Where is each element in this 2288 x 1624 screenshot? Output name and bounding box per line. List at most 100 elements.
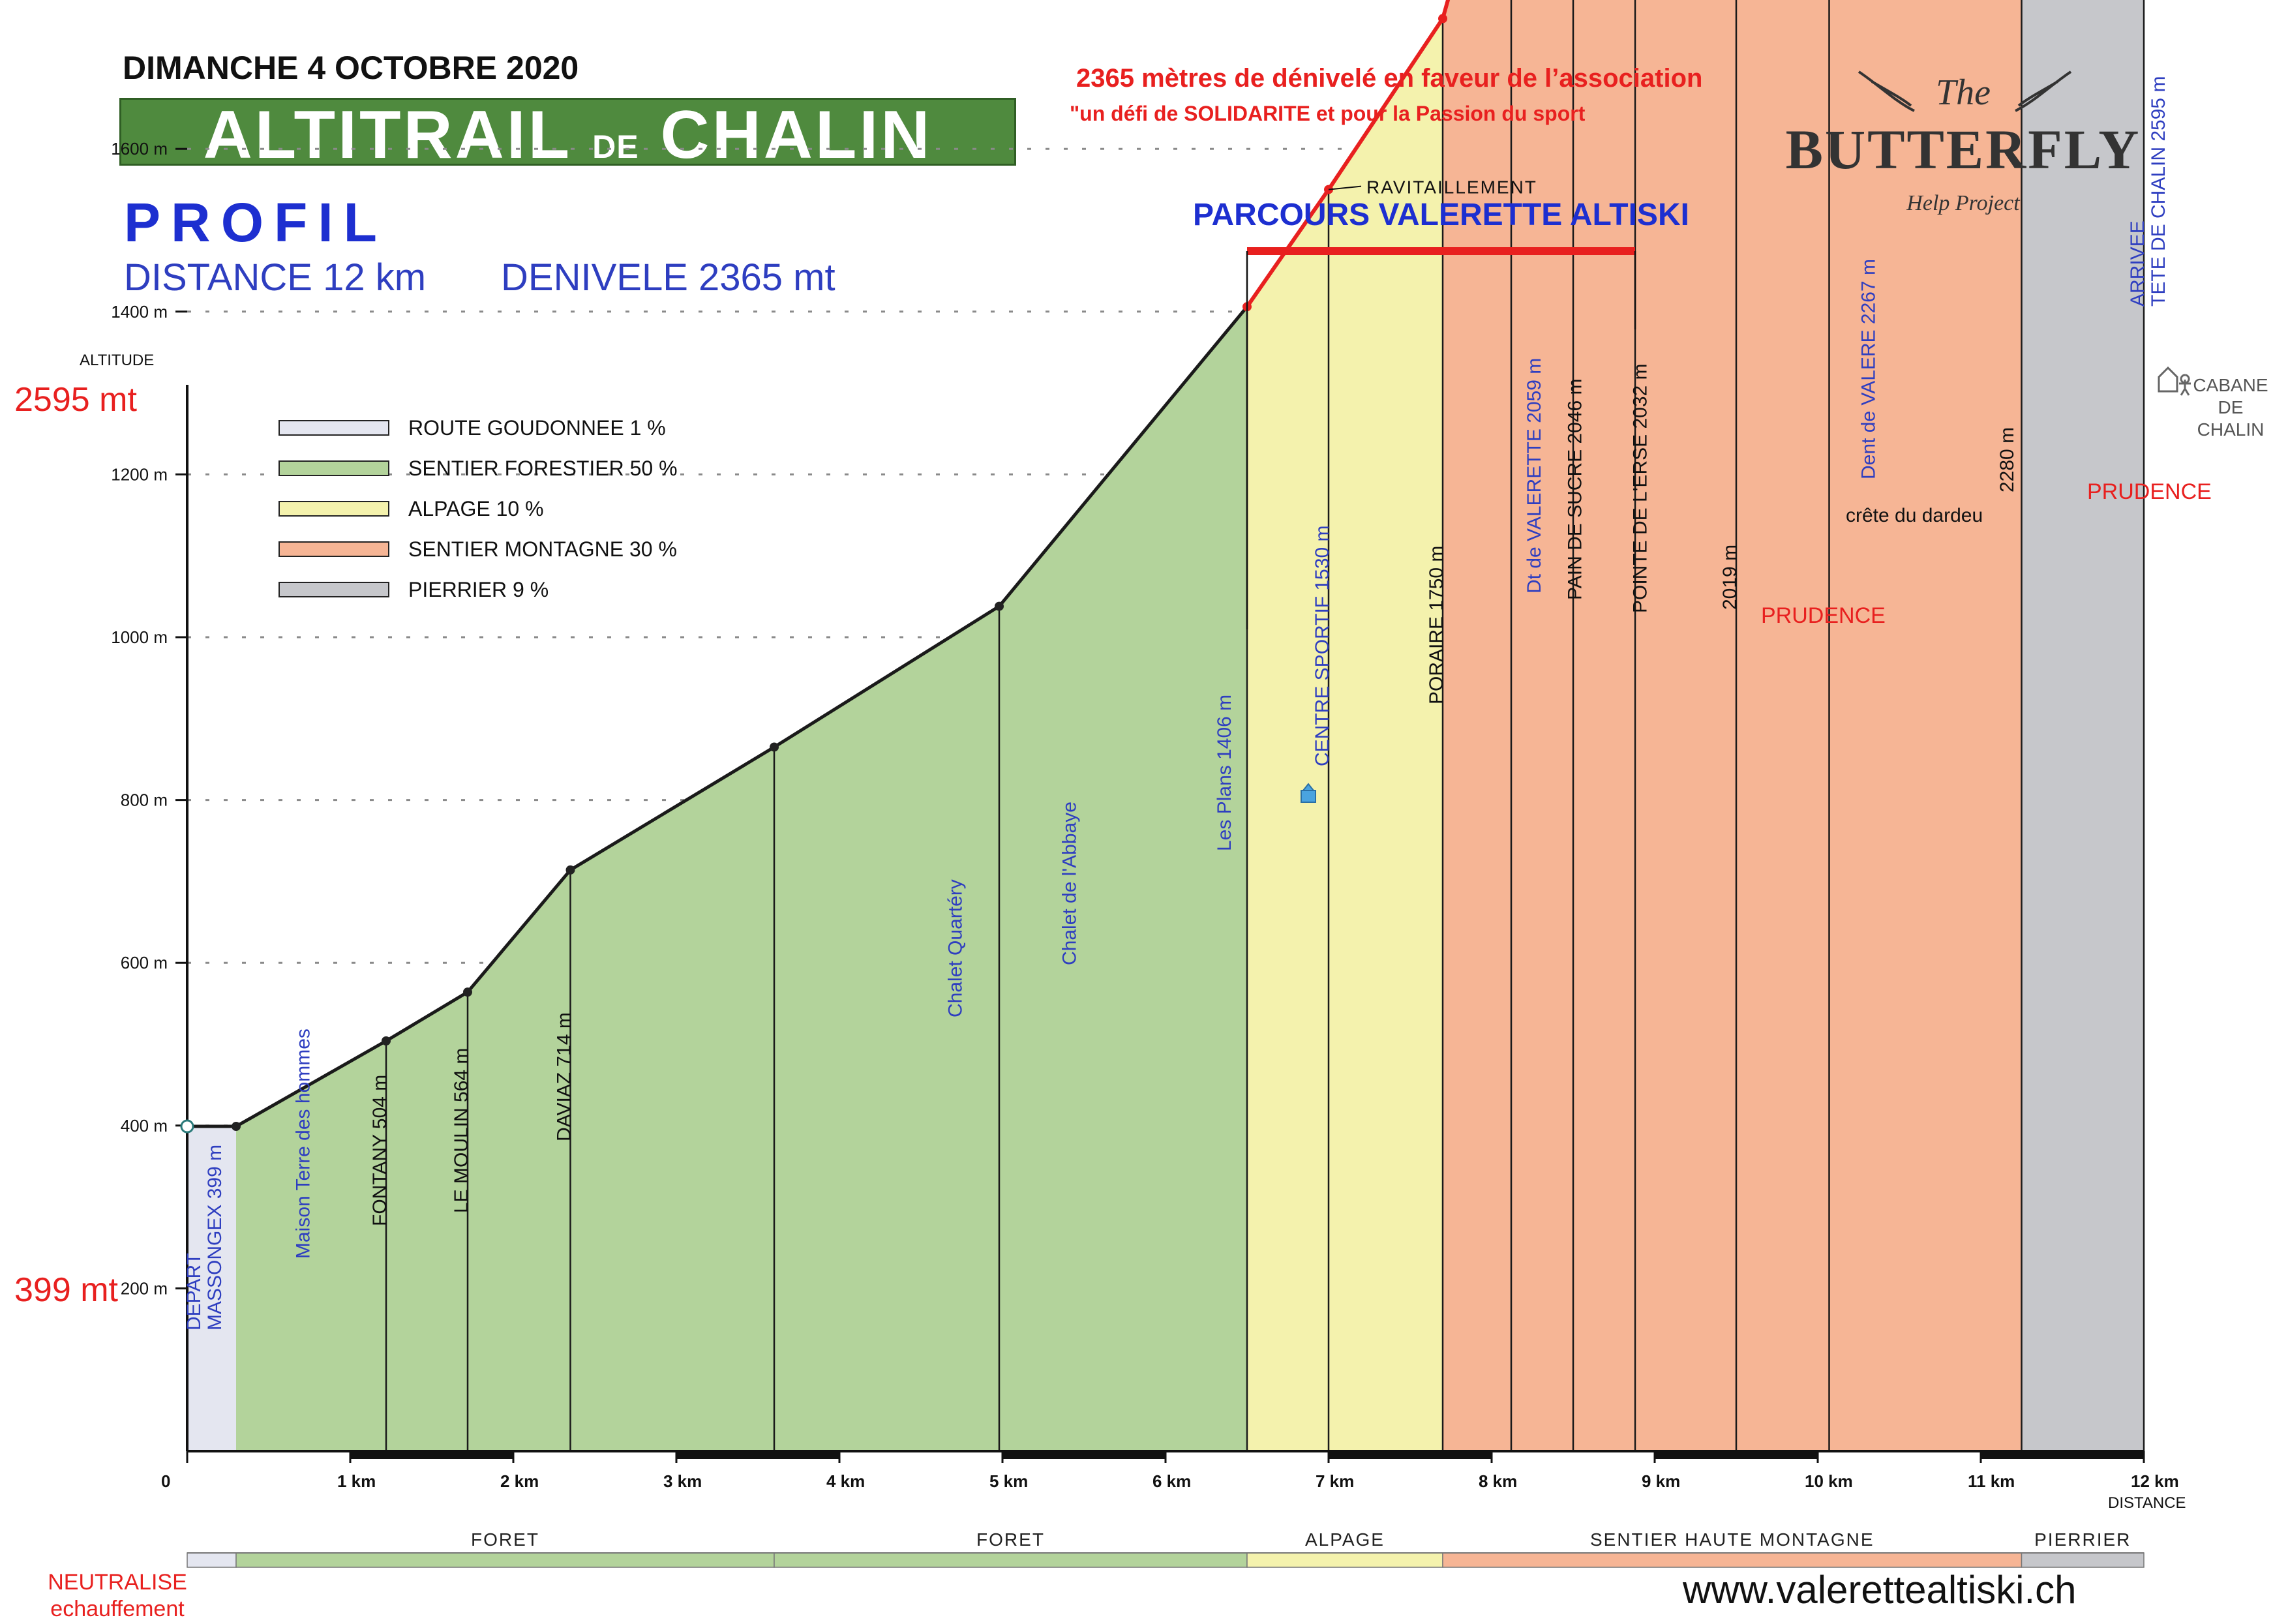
x-tick-label: 1 km [337,1471,376,1491]
profile-point [382,1036,391,1046]
waypoint-label-line: ARRIVEE [2127,220,2148,307]
banner-title-part1: ALTITRAIL [203,98,593,166]
y-tick-label: 800 m [121,790,168,810]
x-scale-band [1981,1451,2144,1459]
waypoint-label: Maison Terre des hommes [293,1029,314,1259]
legend-label: SENTIER FORESTIER 50 % [408,457,678,480]
x-tick-label: 5 km [989,1471,1028,1491]
waypoint-label-line: DEPART [183,1253,205,1331]
x-tick-label: 7 km [1316,1471,1354,1491]
waypoint-label-line: DAVIAZ 714 m [554,1012,575,1141]
y-tick-label: 600 m [121,953,168,972]
terrain-segment [187,1552,237,1568]
terrain-label: FORET [471,1529,539,1550]
profile-point [232,1122,241,1132]
legend-swatch [278,420,389,436]
legend: ROUTE GOUDONNEE 1 % SENTIER FORESTIER 50 … [278,416,678,601]
y-axis-label: ALTITUDE [80,352,154,369]
promo-line-2: "un défi de SOLIDARITE et pour la Passio… [1070,102,1586,125]
neutralise-label: NEUTRALISE [48,1570,187,1595]
waypoint-label: Chalet de l'Abbaye [1059,802,1081,965]
waypoint-label: DAVIAZ 714 m [554,1012,575,1141]
y-min-label: 399 mt [14,1271,119,1309]
waypoint-label-line: 2019 m [1719,545,1741,610]
x-scale-band [350,1451,513,1459]
cabane-label: CABANE [2193,375,2268,395]
wing-right-icon [2015,70,2072,112]
y-tick-label: 200 m [121,1278,168,1298]
waypoint-label: Les Plans 1406 m [1214,695,1235,851]
parcours-label: PARCOURS VALERETTE ALTISKI [1193,198,1689,232]
logo-the: The [1936,72,1991,113]
prudence-label-2: PRUDENCE [2087,479,2212,504]
x-tick-label: 2 km [500,1471,539,1491]
x-tick-label: 12 km [2131,1471,2179,1491]
x-tick-label: 11 km [1968,1471,2015,1491]
profile-point [995,601,1004,611]
waypoint-label: ARRIVEETETE DE CHALIN 2595 m [2127,76,2169,307]
x-tick-label: 4 km [826,1471,865,1491]
x-tick-label: 8 km [1479,1471,1517,1491]
waypoint-label-line: PORAIRE 1750 m [1426,546,1447,704]
waypoint-label-line: TETE DE CHALIN 2595 m [2148,76,2169,307]
x-scale-band [1002,1451,1166,1459]
y-tick-label: 1000 m [111,627,168,647]
website-label: www.valerettealtiski.ch [1682,1568,2077,1612]
cabane-icon [2158,366,2191,396]
waypoint-label: CENTRE SPORTIF 1530 m [1312,525,1333,766]
terrain-segment [774,1552,1248,1568]
crete-label: crête du dardeu [1846,505,1983,526]
profile-point [565,865,575,875]
ravitaillement-label: RAVITAILLEMENT [1366,177,1537,198]
waypoint-label-line: POINTE DE L'ERSE 2032 m [1630,363,1651,613]
legend-swatch [278,541,389,557]
legend-swatch [278,460,389,476]
waypoint-label: FONTANY 504 m [369,1075,391,1226]
cabane-label: DE [2218,397,2244,417]
waypoint-label: Dent de VALERE 2267 m [1858,259,1880,479]
waypoint-label-line: Dent de VALERE 2267 m [1858,259,1880,479]
waypoint-label: Dt de VALERETTE 2059 m [1524,358,1545,594]
legend-label: SENTIER MONTAGNE 30 % [408,537,677,561]
waypoint-label-line: PAIN DE SUCRE 2046 m [1565,378,1586,600]
waypoint-label: PORAIRE 1750 m [1426,546,1447,704]
terrain-segment [1246,1552,1443,1568]
distance-label: DISTANCE 12 km [124,256,426,299]
legend-swatch [278,582,389,597]
echauffement-label: echauffement [50,1597,185,1621]
area-pierrier [2021,0,2144,1451]
wing-left-icon [1858,70,1915,112]
banner-title-de: DE [592,128,639,165]
terrain-bar: FORET FORET ALPAGE SENTIER HAUTE MONTAGNE PI… [48,1529,2145,1621]
y-tick-label: 1400 m [111,302,168,322]
x-scale-band [676,1451,839,1459]
waypoint-labels: DEPARTMASSONGEX 399 m Maison Terre des ho… [183,76,2169,1331]
banner-title-part3: CHALIN [639,98,933,166]
y-tick-label: 400 m [121,1116,168,1135]
parcours-line [1245,0,1451,308]
y-tick-label: 1600 m [111,139,168,158]
waypoint-label: LE MOULIN 564 m [451,1048,472,1213]
area-route [187,1126,236,1451]
x-tick-label: 6 km [1152,1471,1191,1491]
x-scale-band [1655,1451,1818,1459]
waypoint-label-line: MASSONGEX 399 m [204,1145,226,1331]
legend-swatch [278,501,389,517]
logo-help: Help Project [1906,191,2021,215]
ravitaillement-leader [1328,185,1362,190]
waypoint-label: POINTE DE L'ERSE 2032 m [1630,363,1651,613]
ravitaillement-icon [1301,783,1316,803]
cabane-label: CHALIN [2197,419,2265,440]
banner-title: ALTITRAIL DE CHALIN [121,101,1014,165]
terrain-segment [1442,1552,2023,1568]
profile-point [463,987,472,997]
waypoint-label: Chalet Quartéry [945,879,967,1017]
terrain-segment [2021,1552,2145,1568]
area-forest [236,307,1247,1451]
denivele-label: DENIVELE 2365 mt [501,256,835,299]
y-max-label: 2595 mt [14,381,137,419]
x-tick-label: 0 [161,1471,170,1491]
